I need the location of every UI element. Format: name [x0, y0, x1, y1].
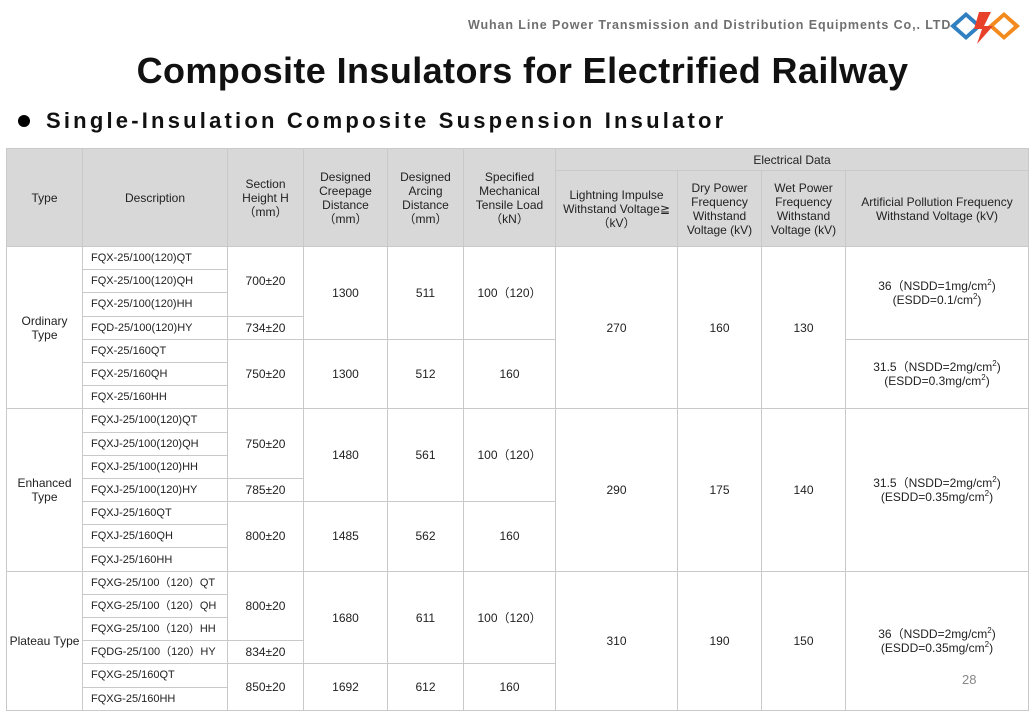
dry-cell: 160 — [677, 245, 762, 410]
lightning-cell: 290 — [555, 408, 678, 572]
height-cell: 785±20 — [227, 477, 304, 503]
description-cell: FQXJ-25/100(120)QH — [82, 431, 228, 456]
description-cell: FQX-25/160QH — [82, 361, 228, 387]
table-row: Plateau Type FQXG-25/100（120）QT 800±20 1… — [6, 570, 1029, 711]
creepage-cell: 1680 — [303, 570, 388, 665]
arcing-cell: 512 — [387, 338, 464, 410]
arcing-cell: 562 — [387, 501, 464, 572]
creepage-cell: 1300 — [303, 338, 388, 410]
table-row: FQXJ-25/100(120)QH — [7, 431, 1029, 456]
header-electrical-data: Electrical Data — [555, 148, 1029, 171]
type-cell: Ordinary Type — [6, 245, 83, 410]
height-cell: 700±20 — [227, 246, 304, 317]
table-row: FQX-25/160QH — [7, 361, 1029, 387]
description-cell: FQXG-25/100（120）HH — [82, 616, 228, 642]
header-arcing: Designed Arcing Distance （mm） — [387, 148, 464, 247]
type-cell: Plateau Type — [6, 570, 83, 711]
creepage-cell: 1300 — [303, 246, 388, 340]
height-cell: 734±20 — [227, 315, 304, 340]
page-title: Composite Insulators for Electrified Rai… — [136, 50, 909, 91]
company-name: Wuhan Line Power Transmission and Distri… — [468, 18, 952, 32]
company-logo-icon — [950, 12, 1020, 44]
wet-cell: 150 — [761, 570, 846, 711]
description-cell: FQXJ-25/160QH — [82, 524, 228, 549]
tensile-cell: 100（120） — [463, 408, 556, 503]
pollution-cell: 31.5（NSDD=2mg/cm2) (ESDD=0.35mg/cm2) — [845, 408, 1029, 572]
tensile-cell: 100（120） — [463, 570, 556, 665]
description-cell: FQX-25/100(120)QT — [82, 245, 228, 271]
creepage-cell: 1692 — [303, 663, 388, 711]
header-type: Type — [6, 148, 83, 247]
creepage-cell: 1480 — [303, 408, 388, 503]
description-cell: FQXJ-25/100(120)HH — [82, 454, 228, 479]
description-cell: FQX-25/160HH — [82, 385, 228, 410]
section-subtitle: Single-Insulation Composite Suspension I… — [46, 108, 727, 133]
header-wet: Wet Power Frequency Withstand Voltage (k… — [761, 170, 846, 247]
dry-cell: 190 — [677, 570, 762, 711]
table-row: FQXJ-25/160QT 800±20 1485 562 160 — [7, 501, 1029, 572]
height-cell: 850±20 — [227, 663, 304, 711]
header-pollution: Artificial Pollution Frequency Withstand… — [845, 170, 1029, 247]
pollution-cell: 36（NSDD=1mg/cm2) (ESDD=0.1/cm2) — [845, 246, 1029, 340]
table-row: FQDG-25/100（120）HY 834±20 — [7, 640, 1029, 665]
table-row: FQX-25/160QT 750±20 1300 512 160 31.5（NS… — [7, 338, 1029, 410]
table-row: Enhanced Type FQXJ-25/100(120)QT 750±20 … — [6, 408, 1029, 572]
header-section-height: Section Height H（mm） — [227, 148, 304, 247]
description-cell: FQX-25/100(120)HH — [82, 292, 228, 317]
creepage-cell: 1485 — [303, 501, 388, 572]
wet-cell: 140 — [761, 408, 846, 572]
lightning-cell: 310 — [555, 570, 678, 711]
wet-cell: 130 — [761, 245, 846, 410]
height-cell: 800±20 — [227, 501, 304, 572]
type-cell: Enhanced Type — [6, 408, 83, 572]
arcing-cell: 612 — [387, 663, 464, 711]
description-cell: FQD-25/100(120)HY — [82, 315, 228, 340]
header-tensile: Specified Mechanical Tensile Load （kN） — [463, 148, 556, 247]
table-row: FQD-25/100(120)HY 734±20 — [7, 315, 1029, 340]
table-row: FQXG-25/160HH — [7, 686, 1029, 711]
height-cell: 750±20 — [227, 408, 304, 479]
description-cell: FQXJ-25/160QT — [82, 501, 228, 526]
lightning-cell: 270 — [555, 245, 678, 410]
description-cell: FQXG-25/160HH — [82, 686, 228, 711]
description-cell: FQDG-25/100（120）HY — [82, 640, 228, 665]
description-cell: FQXG-25/100（120）QH — [82, 593, 228, 619]
header-lightning: Lightning Impulse Withstand Voltage≧（kV） — [555, 170, 678, 247]
height-cell: 750±20 — [227, 338, 304, 410]
arcing-cell: 561 — [387, 408, 464, 503]
height-cell: 800±20 — [227, 570, 304, 642]
description-cell: FQX-25/160QT — [82, 338, 228, 363]
pollution-cell: 31.5（NSDD=2mg/cm2) (ESDD=0.3mg/cm2) — [845, 338, 1029, 410]
table-row: FQXJ-25/160HH — [7, 547, 1029, 572]
description-cell: FQXG-25/160QT — [82, 663, 228, 688]
arcing-cell: 511 — [387, 246, 464, 340]
table-row: FQXJ-25/100(120)HY 785±20 — [7, 477, 1029, 503]
tensile-cell: 100（120） — [463, 246, 556, 340]
description-cell: FQXJ-25/160HH — [82, 547, 228, 572]
table-row: FQXG-25/160QT 850±20 1692 612 160 — [7, 663, 1029, 711]
pollution-cell: 36（NSDD=2mg/cm2) (ESDD=0.35mg/cm2) — [845, 570, 1029, 711]
bullet-icon — [18, 115, 30, 127]
section-heading: Single-Insulation Composite Suspension I… — [18, 108, 726, 134]
tensile-cell: 160 — [463, 663, 556, 711]
description-cell: FQXG-25/100（120）QT — [82, 570, 228, 595]
tensile-cell: 160 — [463, 501, 556, 572]
spec-table: Type Description Section Height H（mm） De… — [6, 148, 1029, 711]
header-description: Description — [82, 148, 228, 247]
table-row: FQX-25/160HH — [7, 385, 1029, 410]
description-cell: FQX-25/100(120)QH — [82, 269, 228, 294]
description-cell: FQXJ-25/100(120)HY — [82, 477, 228, 503]
header-creepage: Designed Creepage Distance （mm） — [303, 148, 388, 247]
table-row: FQXG-25/100（120）HH — [7, 616, 1029, 642]
tensile-cell: 160 — [463, 338, 556, 410]
description-cell: FQXJ-25/100(120)QT — [82, 408, 228, 433]
table-row: Ordinary Type FQX-25/100(120)QT 700±20 1… — [6, 245, 1029, 410]
arcing-cell: 611 — [387, 570, 464, 665]
page-number: 28 — [962, 672, 977, 687]
height-cell: 834±20 — [227, 640, 304, 665]
header-dry: Dry Power Frequency Withstand Voltage (k… — [677, 170, 762, 247]
dry-cell: 175 — [677, 408, 762, 572]
table-row: FQX-25/100(120)QH — [7, 269, 1029, 294]
